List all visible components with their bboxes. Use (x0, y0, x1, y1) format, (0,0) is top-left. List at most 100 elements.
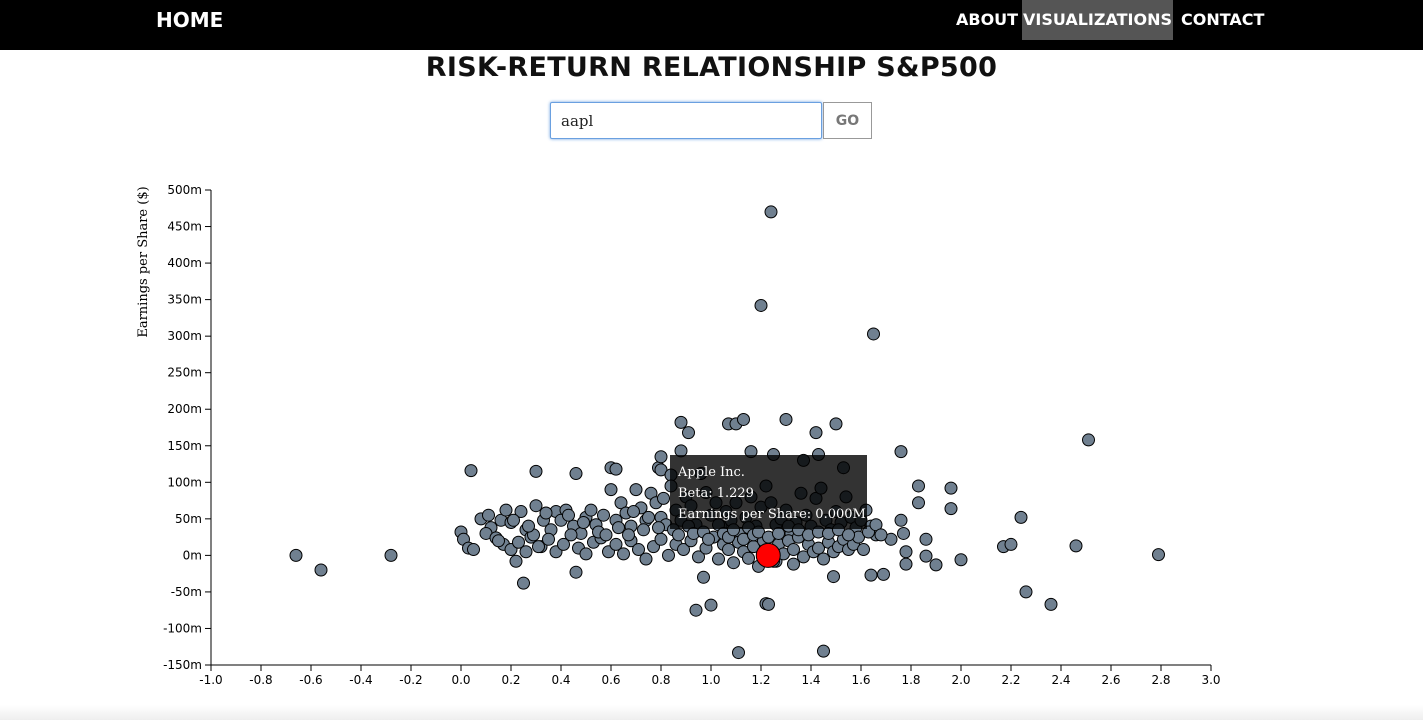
data-point (597, 508, 610, 522)
data-point (512, 535, 525, 549)
x-tick-label: 1.2 (751, 673, 770, 687)
y-tick-label: 100m (167, 475, 202, 489)
data-point (569, 467, 583, 481)
data-point (599, 528, 613, 542)
x-tick-label: -0.8 (249, 673, 272, 687)
data-point (742, 551, 755, 565)
data-point (812, 541, 825, 555)
data-point (384, 548, 398, 562)
data-point (899, 557, 913, 571)
data-point (689, 603, 703, 617)
data-point (674, 415, 688, 429)
x-tick-label: 1.8 (901, 673, 920, 687)
y-tick-label: -150m (163, 658, 202, 672)
data-point (857, 543, 870, 557)
y-tick-label: 500m (167, 183, 202, 197)
data-point (557, 537, 570, 551)
data-point (499, 503, 513, 517)
nav-visualizations-link[interactable]: VISUALIZATIONS (1022, 0, 1173, 40)
data-point (1152, 548, 1165, 562)
page-title: RISK-RETURN RELATIONSHIP S&P500 (425, 52, 998, 83)
data-point (492, 534, 505, 548)
y-tick-label: 0m (183, 548, 202, 562)
data-point (737, 412, 750, 426)
data-point (722, 543, 735, 557)
data-point (639, 552, 653, 566)
data-point (289, 548, 303, 562)
bottom-fade (0, 705, 1423, 720)
go-button[interactable]: GO (823, 102, 872, 139)
data-point (867, 327, 880, 341)
y-tick-label: 50m (175, 512, 202, 526)
data-point (662, 548, 675, 562)
data-point (464, 464, 478, 478)
y-tick-label: 400m (167, 256, 202, 270)
x-tick-label: 0.4 (551, 673, 570, 687)
data-point (697, 570, 710, 584)
data-point (609, 537, 623, 551)
data-point (677, 543, 690, 557)
x-tick-label: 3.0 (1201, 673, 1220, 687)
data-point (817, 644, 830, 658)
data-point (929, 558, 943, 572)
data-point (787, 543, 800, 557)
data-point (629, 483, 643, 497)
data-point (579, 547, 593, 561)
nav-home-link[interactable]: HOME (156, 8, 224, 32)
x-tick-label: 2.2 (1001, 673, 1020, 687)
data-point (919, 532, 933, 546)
data-point (944, 481, 958, 495)
data-point (954, 553, 968, 567)
data-point (614, 496, 628, 510)
data-point (827, 570, 840, 584)
data-point (944, 502, 958, 516)
data-point (609, 462, 623, 476)
data-point (642, 510, 655, 524)
data-point (864, 568, 878, 582)
y-axis-title: Earnings per Share ($) (136, 186, 151, 337)
data-point (652, 521, 665, 535)
x-tick-label: 1.4 (801, 673, 820, 687)
x-tick-label: 0.0 (451, 673, 470, 687)
data-point (514, 505, 528, 519)
data-point (517, 576, 530, 590)
data-point (507, 513, 520, 527)
x-tick-label: 2.8 (1151, 673, 1170, 687)
y-tick-label: 450m (167, 220, 202, 234)
data-point (912, 496, 925, 510)
nav-contact-link[interactable]: CONTACT (1181, 10, 1265, 29)
data-point (654, 532, 668, 546)
y-tick-label: 300m (167, 329, 202, 343)
data-point (539, 506, 553, 520)
data-point (529, 499, 543, 513)
y-tick-label: -50m (171, 585, 202, 599)
x-tick-label: 2.6 (1101, 673, 1120, 687)
data-point (897, 526, 910, 540)
data-point (532, 540, 545, 554)
data-point (657, 491, 670, 505)
data-point (809, 426, 823, 440)
data-point (787, 557, 800, 571)
x-tick-label: -0.2 (399, 673, 422, 687)
data-point (779, 412, 793, 426)
nav-about-link[interactable]: ABOUT (956, 10, 1019, 29)
data-point (919, 549, 933, 563)
y-tick-label: 350m (167, 293, 202, 307)
data-point (764, 205, 778, 219)
ticker-search-input[interactable] (550, 102, 822, 139)
data-point (654, 450, 668, 464)
data-point (482, 508, 495, 522)
data-point (877, 567, 890, 581)
x-tick-label: 2.4 (1051, 673, 1070, 687)
data-point (692, 550, 705, 564)
data-point (1019, 585, 1033, 599)
data-point (522, 519, 535, 533)
data-point (1014, 510, 1028, 524)
data-point (604, 483, 618, 497)
data-point (637, 523, 650, 537)
data-point (672, 528, 685, 542)
data-point (899, 545, 913, 559)
data-point (817, 552, 830, 566)
data-point (612, 521, 625, 535)
